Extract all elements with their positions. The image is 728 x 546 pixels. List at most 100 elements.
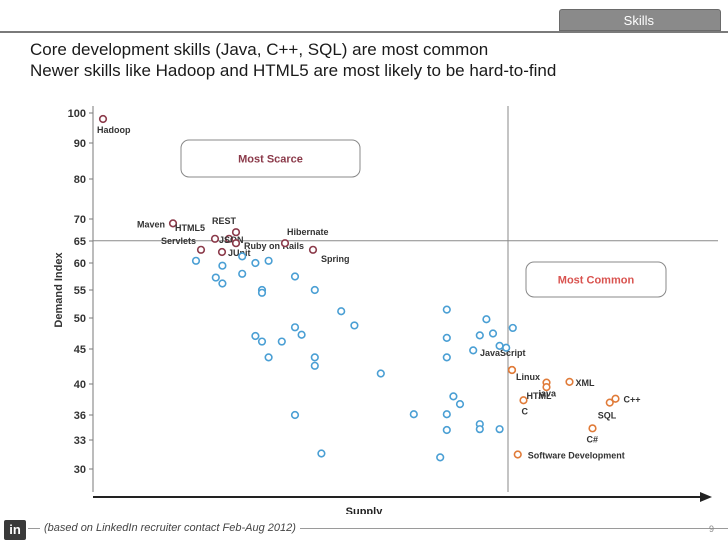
point-unlabeled bbox=[449, 392, 458, 401]
point-unlabeled bbox=[475, 331, 484, 340]
point-unlabeled bbox=[218, 279, 227, 288]
point-unlabeled bbox=[251, 258, 260, 268]
point-unlabeled bbox=[238, 252, 247, 261]
point-label: java bbox=[538, 389, 558, 399]
y-tick-label: 70 bbox=[74, 214, 86, 226]
linkedin-logo-icon: in bbox=[4, 520, 26, 540]
y-ticks: 100 90 80 70 65 60 55 50 45 40 36 33 30 bbox=[68, 108, 93, 476]
point-label: Hibernate bbox=[287, 227, 329, 237]
headline-1: Core development skills (Java, C++, SQL)… bbox=[30, 40, 489, 59]
data-points: Hadoop Maven REST HTML5 JSON Servlets Ruby on … bbox=[97, 114, 641, 462]
point-software-development bbox=[513, 450, 522, 459]
point-label: SQL bbox=[598, 411, 617, 421]
point-label: JSON bbox=[219, 235, 244, 245]
point-label: C# bbox=[587, 434, 599, 444]
point-unlabeled bbox=[495, 341, 504, 351]
supply-arrow bbox=[93, 492, 712, 502]
footnote: (based on LinkedIn recruiter contact Feb… bbox=[40, 522, 300, 534]
point-unlabeled bbox=[317, 449, 326, 458]
point-unlabeled bbox=[238, 269, 247, 278]
point-unlabeled bbox=[290, 272, 300, 281]
point-unlabeled bbox=[436, 453, 445, 462]
y-tick-label: 30 bbox=[74, 464, 86, 476]
point-unlabeled bbox=[442, 305, 451, 314]
point-c- bbox=[611, 394, 620, 403]
point-xml bbox=[565, 377, 574, 387]
footer-divider bbox=[28, 528, 728, 529]
point-unlabeled bbox=[257, 337, 267, 346]
point-unlabeled bbox=[469, 346, 478, 355]
point-unlabeled bbox=[290, 323, 300, 332]
point-unlabeled bbox=[475, 425, 484, 434]
point-unlabeled bbox=[310, 361, 319, 370]
point-unlabeled bbox=[376, 369, 385, 378]
point-unlabeled bbox=[455, 400, 465, 409]
point-unlabeled bbox=[310, 285, 319, 295]
annotation-label: Most Common bbox=[558, 275, 635, 287]
point-unlabeled bbox=[488, 329, 498, 338]
point-label: HTML5 bbox=[175, 223, 205, 233]
point-hibernate bbox=[280, 239, 290, 248]
point-servlets bbox=[196, 245, 206, 254]
y-tick-label: 100 bbox=[68, 108, 86, 120]
y-tick-label: 36 bbox=[74, 410, 86, 422]
point-unlabeled bbox=[482, 315, 491, 324]
y-tick-label: 50 bbox=[74, 313, 86, 325]
point-unlabeled bbox=[290, 410, 300, 420]
point-linux bbox=[507, 365, 517, 375]
y-tick-label: 80 bbox=[74, 174, 86, 186]
point-c- bbox=[588, 424, 597, 433]
point-unlabeled bbox=[442, 353, 451, 362]
point-unlabeled bbox=[442, 425, 451, 435]
quadrant-annotations: Most Scarce Most Common bbox=[180, 139, 667, 298]
point-unlabeled bbox=[337, 307, 346, 316]
point-unlabeled bbox=[264, 353, 273, 362]
point-unlabeled bbox=[442, 410, 451, 419]
point-html5 bbox=[210, 234, 220, 243]
point-label: REST bbox=[212, 216, 237, 226]
supply-arrow-head bbox=[700, 492, 712, 502]
annotation-box bbox=[180, 139, 361, 178]
y-tick-label: 33 bbox=[74, 435, 86, 447]
point-unlabeled bbox=[264, 256, 273, 265]
point-sql bbox=[605, 398, 614, 407]
page-number: 9 bbox=[708, 524, 714, 534]
point-label: Ruby on Rails bbox=[244, 241, 304, 251]
point-label: JUnit bbox=[228, 248, 251, 258]
point-label: C bbox=[522, 406, 529, 416]
point-label: Maven bbox=[137, 219, 165, 229]
point-rest bbox=[231, 228, 241, 237]
annotation-label: Most Scarce bbox=[238, 154, 303, 166]
point-label: HTML bbox=[527, 391, 552, 401]
y-tick-label: 90 bbox=[74, 138, 86, 150]
point-unlabeled bbox=[508, 323, 517, 333]
point-unlabeled bbox=[297, 330, 306, 339]
point-unlabeled bbox=[277, 337, 286, 346]
point-unlabeled bbox=[310, 353, 319, 362]
point-label: Linux bbox=[516, 372, 540, 382]
point-unlabeled bbox=[495, 425, 504, 434]
point-junit bbox=[217, 247, 227, 257]
y-tick-label: 60 bbox=[74, 258, 86, 270]
point-c bbox=[519, 396, 528, 405]
point-unlabeled bbox=[211, 273, 220, 282]
point-label: Servlets bbox=[161, 236, 196, 246]
annotation-box bbox=[525, 261, 667, 298]
headline-2: Newer skills like Hadoop and HTML5 are m… bbox=[30, 61, 557, 80]
skills-tab[interactable]: Skills bbox=[559, 9, 721, 31]
x-axis-label: Supply bbox=[346, 506, 384, 514]
point-label: JavaScript bbox=[480, 348, 526, 358]
point-label: Hadoop bbox=[97, 125, 131, 135]
point-spring bbox=[308, 245, 318, 254]
point-unlabeled bbox=[409, 410, 418, 419]
y-tick-label: 45 bbox=[74, 344, 86, 356]
header-divider bbox=[0, 31, 728, 33]
y-tick-label: 65 bbox=[74, 236, 86, 248]
point-unlabeled bbox=[218, 261, 227, 270]
point-unlabeled bbox=[350, 321, 359, 330]
point-label: Spring bbox=[321, 254, 350, 264]
point-label: C++ bbox=[624, 395, 641, 405]
point-html bbox=[542, 383, 551, 392]
